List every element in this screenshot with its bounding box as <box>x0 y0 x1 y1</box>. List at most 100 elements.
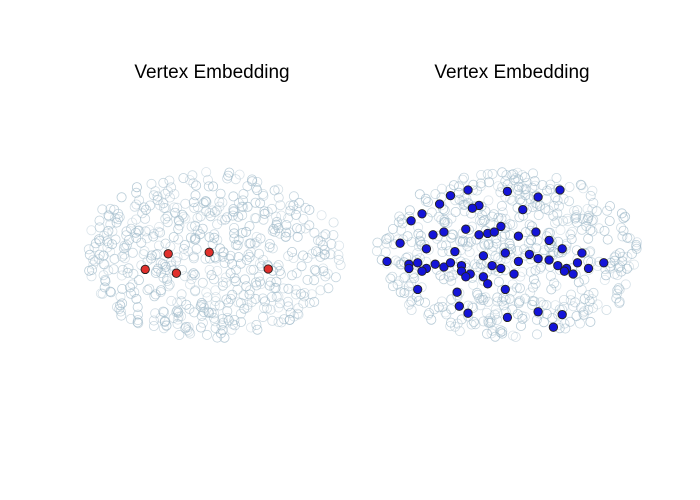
background-point <box>514 283 525 294</box>
background-point <box>480 214 491 225</box>
background-point <box>131 214 142 225</box>
background-point <box>254 276 265 287</box>
background-point <box>208 274 219 285</box>
highlighted-point <box>454 301 464 311</box>
background-point <box>602 205 613 216</box>
background-point <box>188 197 199 208</box>
background-point <box>131 232 142 243</box>
background-point <box>117 264 128 275</box>
background-point <box>412 248 423 259</box>
background-point <box>173 223 184 234</box>
background-point <box>558 193 569 204</box>
background-point <box>242 201 253 212</box>
highlighted-point <box>413 258 423 268</box>
background-point <box>513 174 524 185</box>
background-point <box>529 180 540 191</box>
background-point <box>579 305 590 316</box>
background-point <box>206 307 217 318</box>
background-point <box>173 234 184 245</box>
background-point <box>122 239 133 250</box>
background-point <box>479 240 490 251</box>
background-point <box>172 314 183 325</box>
background-point <box>142 285 153 296</box>
background-point <box>197 317 208 328</box>
background-point <box>300 202 311 213</box>
background-point <box>446 304 457 315</box>
background-point <box>309 296 320 307</box>
background-point-cloud-left <box>83 167 346 343</box>
background-point <box>491 238 502 249</box>
background-point <box>295 224 306 235</box>
background-point <box>229 314 240 325</box>
background-point <box>510 331 521 342</box>
background-point <box>257 293 268 304</box>
background-point <box>478 215 489 226</box>
background-point <box>84 249 95 260</box>
background-point <box>132 315 143 326</box>
background-point <box>529 296 540 307</box>
background-point <box>190 285 201 296</box>
highlighted-point <box>445 258 456 268</box>
background-point <box>517 313 528 324</box>
background-point <box>244 285 255 296</box>
highlighted-points-left <box>140 247 273 278</box>
background-point <box>440 240 451 251</box>
background-point <box>219 332 230 343</box>
background-point <box>190 190 201 201</box>
background-point <box>179 271 190 282</box>
background-point <box>172 252 183 263</box>
background-point <box>271 211 282 222</box>
background-point <box>189 202 200 213</box>
background-point <box>555 224 566 235</box>
background-point <box>285 200 296 211</box>
highlighted-point <box>263 264 273 274</box>
background-point <box>567 226 578 237</box>
background-point <box>505 219 516 230</box>
background-point <box>186 274 197 285</box>
background-point <box>550 192 561 203</box>
background-point <box>485 218 496 229</box>
background-point <box>483 239 494 250</box>
background-point <box>210 296 221 307</box>
highlighted-point <box>544 255 554 265</box>
background-point <box>233 234 244 245</box>
background-point <box>106 287 117 298</box>
background-point <box>86 271 97 282</box>
background-point <box>436 296 447 307</box>
highlighted-point <box>544 235 554 246</box>
background-point <box>210 252 221 263</box>
background-point <box>620 211 631 222</box>
background-point <box>548 210 559 221</box>
background-point <box>436 240 447 251</box>
background-point <box>146 178 157 189</box>
highlighted-point <box>478 272 489 282</box>
background-point <box>169 189 180 200</box>
background-point <box>264 238 275 249</box>
background-point <box>148 228 159 239</box>
background-point <box>462 241 473 252</box>
background-point <box>224 167 235 178</box>
background-point <box>320 271 331 282</box>
background-point <box>299 291 310 302</box>
background-point <box>429 304 440 315</box>
background-point <box>548 246 559 257</box>
background-point <box>549 278 560 289</box>
background-point <box>95 288 106 299</box>
background-point <box>274 228 285 239</box>
background-point <box>576 284 587 295</box>
background-point <box>426 207 437 218</box>
background-point <box>127 247 138 258</box>
background-point <box>426 314 437 325</box>
background-point <box>98 259 109 270</box>
highlighted-point <box>599 258 609 268</box>
background-point <box>437 246 448 257</box>
background-point <box>225 268 236 279</box>
background-point <box>448 229 459 240</box>
background-point <box>294 197 305 208</box>
background-point <box>469 259 480 270</box>
background-point <box>233 197 244 208</box>
background-point <box>443 271 454 282</box>
background-point <box>601 270 612 281</box>
background-point <box>184 175 195 186</box>
background-point <box>582 215 593 226</box>
